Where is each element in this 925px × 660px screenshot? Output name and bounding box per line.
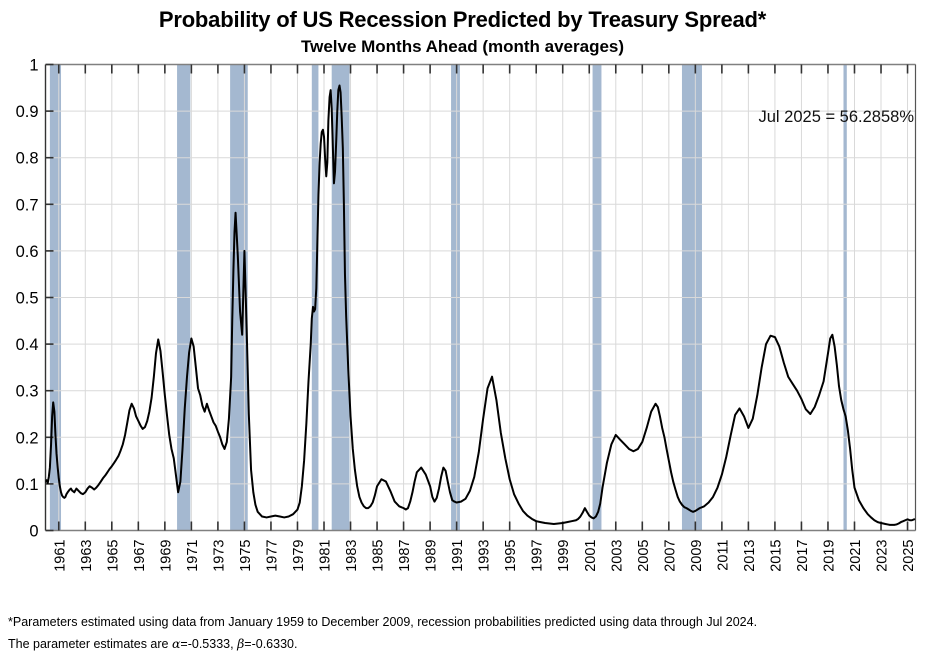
y-tick-label: 0.9 [16,103,39,121]
y-tick-label: 0.3 [16,383,39,401]
y-tick-label: 0.2 [16,429,39,447]
x-tick-label: 2009 [689,540,705,572]
y-tick-label: 0 [29,523,38,541]
x-tick-label: 2019 [821,540,837,572]
x-tick-label: 2023 [875,540,891,572]
x-tick-label: 1993 [477,540,493,572]
x-tick-label: 2011 [715,540,731,571]
alpha-symbol: α [171,636,181,651]
x-tick-label: 1987 [397,540,413,572]
x-tick-label: 1965 [105,540,121,572]
y-tick-label: 1 [29,57,38,75]
x-tick-label: 1985 [371,540,387,572]
x-tick-label: 2021 [848,540,864,572]
x-tick-label: 1969 [158,540,174,572]
y-tick-label: 0.1 [16,476,39,494]
beta-value: =-0.6330. [244,637,298,651]
y-tick-label: 0.5 [16,290,39,308]
x-tick-label: 1967 [132,540,148,572]
x-tick-label: 2005 [636,540,652,572]
y-tick-label: 0.8 [16,150,39,168]
x-tick-label: 2025 [901,540,917,572]
x-tick-label: 1999 [556,540,572,572]
x-tick-label: 2001 [583,540,599,572]
y-tick-label: 0.4 [16,336,39,354]
x-tick-label: 1979 [291,540,307,572]
page-title: Probability of US Recession Predicted by… [158,7,767,32]
x-tick-label: 1991 [450,540,466,572]
probability-line [45,84,916,526]
x-tick-label: 1989 [424,540,440,572]
alpha-value: =-0.5333, [180,637,238,651]
beta-symbol: β [237,636,245,651]
x-tick-label: 1997 [530,540,546,572]
x-tick-label: 2007 [662,540,678,572]
footnotes: *Parameters estimated using data from Ja… [8,612,918,655]
chart-title-block: Probability of US Recession Predicted by… [0,6,925,59]
x-tick-label: 1961 [52,540,68,572]
x-tick-label: 1977 [264,540,280,572]
x-tick-label: 1975 [238,540,254,572]
x-tick-label: 1963 [79,540,95,572]
y-tick-label: 0.7 [16,196,39,214]
x-tick-label: 1973 [211,540,227,572]
x-tick-label: 1995 [503,540,519,572]
x-tick-label: 2017 [795,540,811,572]
x-tick-label: 1983 [344,540,360,572]
x-tick-label: 2003 [609,540,625,572]
y-tick-label: 0.6 [16,243,39,261]
footnote-line-1: *Parameters estimated using data from Ja… [8,615,758,629]
chart-subtitle: Twelve Months Ahead (month averages) [300,37,625,56]
x-tick-label: 2013 [742,540,758,572]
footnote-line-2: The parameter estimates are α=-0.5333, β… [8,633,918,655]
last-value-annotation: Jul 2025 = 56.2858% [758,108,914,126]
x-tick-label: 1981 [318,540,334,572]
x-tick-label: 1971 [185,540,201,572]
footnote-2-prefix: The parameter estimates are [8,637,172,651]
x-tick-label: 2015 [768,540,784,572]
